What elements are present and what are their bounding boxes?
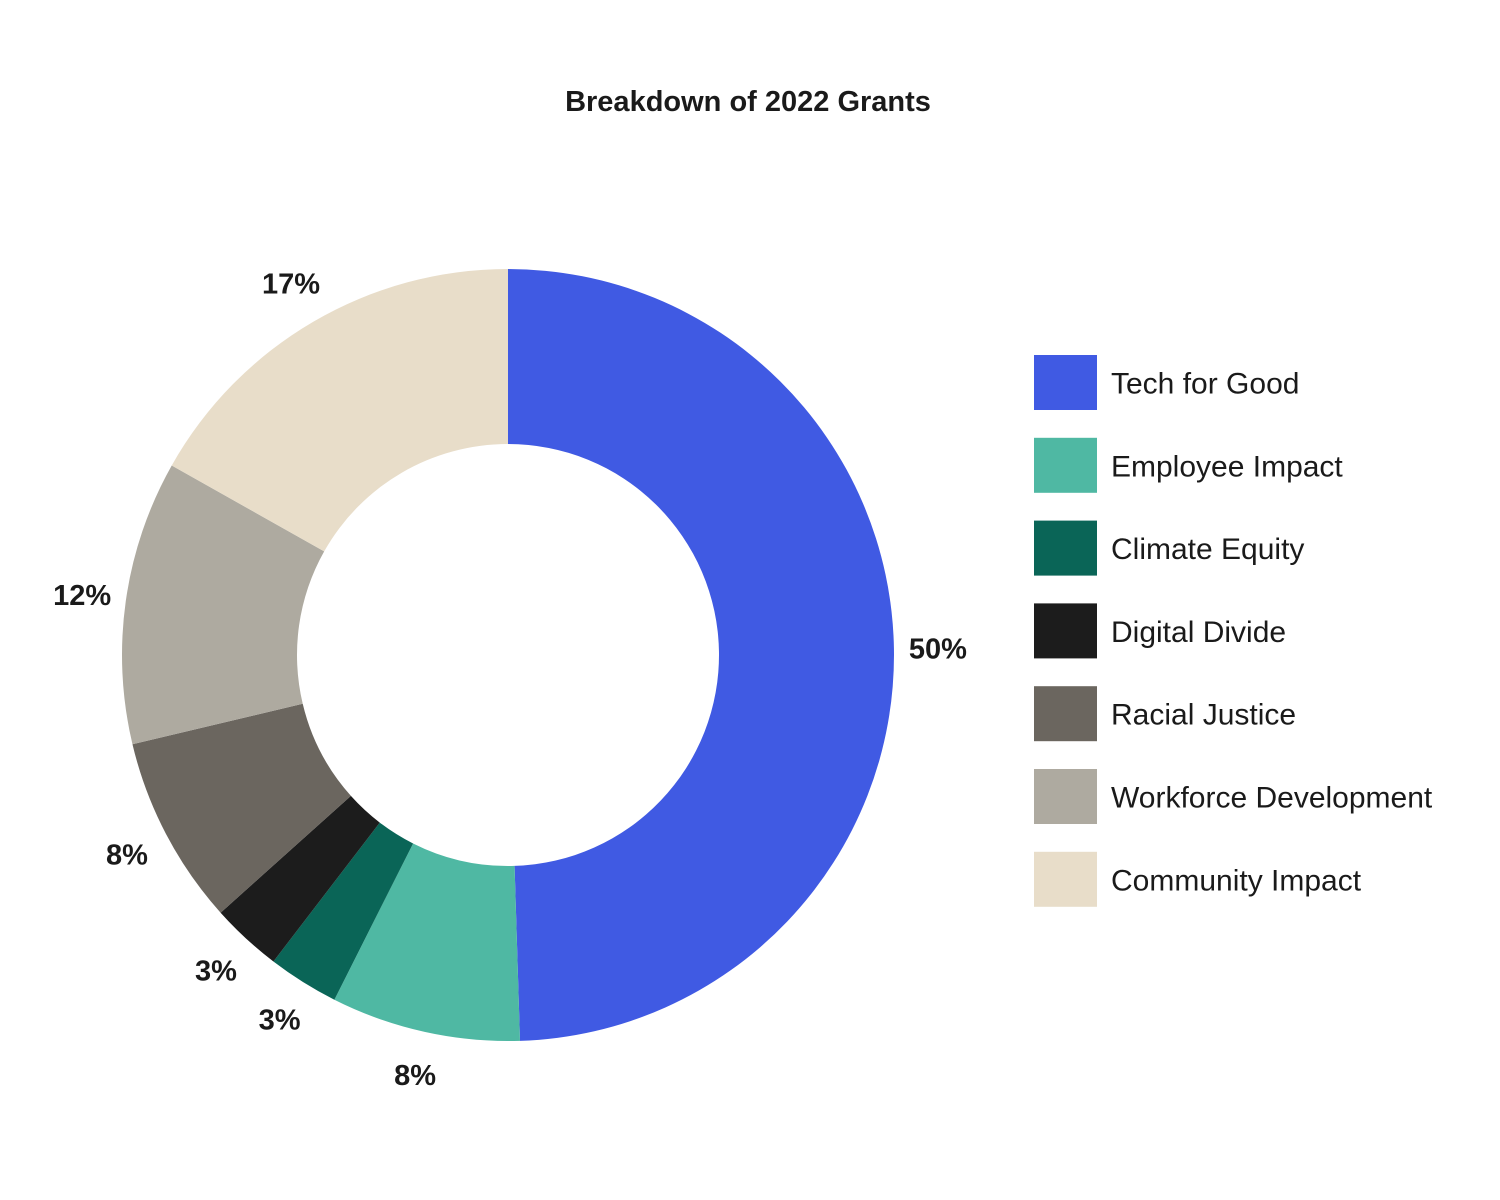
chart-title: Breakdown of 2022 Grants xyxy=(565,86,931,118)
slice-tech-for-good xyxy=(508,269,894,1041)
legend-item-workforce-development: Workforce Development xyxy=(1034,769,1433,824)
legend-swatch xyxy=(1034,520,1097,576)
slice-label-tech-for-good: 50% xyxy=(909,633,967,665)
legend-label: Community Impact xyxy=(1111,864,1362,897)
legend-label: Climate Equity xyxy=(1111,533,1304,566)
legend-swatch xyxy=(1034,769,1097,824)
legend-swatch xyxy=(1034,437,1097,493)
slice-label-digital-divide: 3% xyxy=(195,956,237,988)
legend-label: Racial Justice xyxy=(1111,699,1296,732)
legend-swatch xyxy=(1034,603,1097,659)
slice-climate-equity xyxy=(273,822,414,1000)
legend-item-tech-for-good: Tech for Good xyxy=(1034,355,1299,410)
donut-slices xyxy=(122,269,894,1041)
slice-label-racial-justice: 8% xyxy=(106,839,148,871)
legend-item-community-impact: Community Impact xyxy=(1034,851,1362,907)
slice-community-impact xyxy=(171,269,508,552)
legend-item-employee-impact: Employee Impact xyxy=(1034,437,1343,493)
slice-workforce-development xyxy=(122,465,325,745)
slice-digital-divide xyxy=(220,795,380,962)
slice-labels: 50% 8% 3% 3% 8% 12% 17% xyxy=(53,269,967,1092)
slice-racial-justice xyxy=(132,703,351,913)
legend: Tech for Good Employee Impact Climate Equi… xyxy=(1034,355,1433,907)
slice-employee-impact xyxy=(334,843,521,1041)
legend-label: Employee Impact xyxy=(1111,450,1343,483)
legend-item-digital-divide: Digital Divide xyxy=(1034,603,1286,659)
legend-item-racial-justice: Racial Justice xyxy=(1034,686,1296,742)
legend-swatch xyxy=(1034,851,1097,907)
slice-label-employee-impact: 8% xyxy=(394,1060,436,1092)
slice-label-community-impact: 17% xyxy=(262,269,320,301)
legend-label: Digital Divide xyxy=(1111,616,1286,649)
legend-swatch xyxy=(1034,355,1097,410)
slice-label-climate-equity: 3% xyxy=(259,1004,301,1036)
slice-label-workforce-development: 12% xyxy=(53,580,111,612)
legend-label: Tech for Good xyxy=(1111,368,1299,401)
legend-swatch xyxy=(1034,686,1097,742)
legend-item-climate-equity: Climate Equity xyxy=(1034,520,1304,576)
legend-label: Workforce Development xyxy=(1111,782,1433,815)
